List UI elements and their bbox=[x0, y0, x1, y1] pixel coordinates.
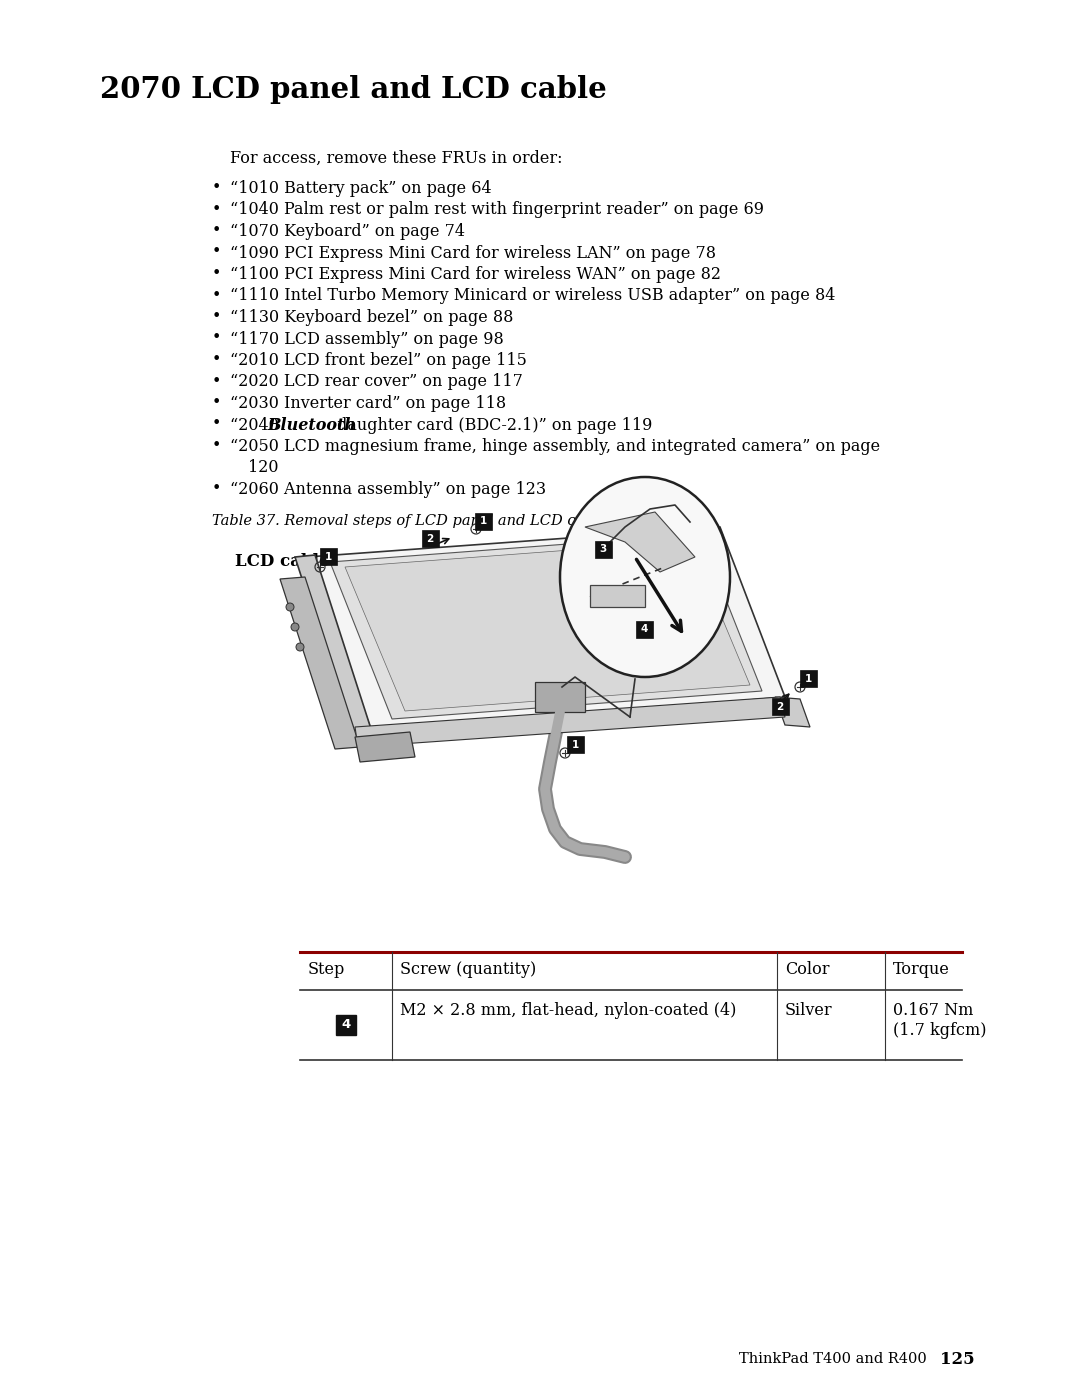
Bar bbox=[475, 513, 492, 529]
Text: Torque: Torque bbox=[893, 961, 950, 978]
Polygon shape bbox=[355, 732, 415, 761]
Text: “2040: “2040 bbox=[230, 416, 284, 433]
Text: •: • bbox=[212, 243, 221, 260]
Text: “2010 LCD front bezel” on page 115: “2010 LCD front bezel” on page 115 bbox=[230, 352, 527, 369]
Bar bbox=[636, 622, 653, 638]
Circle shape bbox=[286, 604, 294, 610]
Text: daughter card (BDC-2.1)” on page 119: daughter card (BDC-2.1)” on page 119 bbox=[332, 416, 652, 433]
Text: •: • bbox=[212, 307, 221, 326]
Bar bbox=[772, 698, 789, 715]
Text: 2: 2 bbox=[427, 534, 434, 543]
Bar bbox=[535, 682, 585, 712]
Polygon shape bbox=[295, 555, 372, 733]
Text: •: • bbox=[212, 373, 221, 390]
Text: (1.7 kgfcm): (1.7 kgfcm) bbox=[893, 1023, 986, 1039]
Polygon shape bbox=[330, 534, 762, 719]
Bar bbox=[590, 585, 645, 608]
Polygon shape bbox=[345, 541, 750, 711]
Text: “1110 Intel Turbo Memory Minicard or wireless USB adapter” on page 84: “1110 Intel Turbo Memory Minicard or wir… bbox=[230, 288, 835, 305]
Text: Bluetooth: Bluetooth bbox=[267, 416, 356, 433]
Text: •: • bbox=[212, 351, 221, 367]
Circle shape bbox=[296, 643, 303, 651]
Text: “1100 PCI Express Mini Card for wireless WAN” on page 82: “1100 PCI Express Mini Card for wireless… bbox=[230, 265, 721, 284]
Text: “2030 Inverter card” on page 118: “2030 Inverter card” on page 118 bbox=[230, 395, 507, 412]
Text: 1: 1 bbox=[324, 552, 332, 562]
Bar bbox=[422, 529, 438, 548]
Bar bbox=[336, 1016, 356, 1035]
Text: 4: 4 bbox=[341, 1018, 351, 1031]
Text: 125: 125 bbox=[941, 1351, 975, 1368]
Polygon shape bbox=[307, 527, 785, 732]
Text: Table 37. Removal steps of LCD panel and LCD cable: Table 37. Removal steps of LCD panel and… bbox=[212, 514, 607, 528]
Text: Step: Step bbox=[308, 961, 346, 978]
Text: 3: 3 bbox=[599, 545, 607, 555]
Text: 120: 120 bbox=[248, 460, 279, 476]
Text: •: • bbox=[212, 286, 221, 303]
Text: •: • bbox=[212, 481, 221, 497]
Bar bbox=[320, 548, 337, 564]
Text: “2050 LCD magnesium frame, hinge assembly, and integrated camera” on page: “2050 LCD magnesium frame, hinge assembl… bbox=[230, 439, 880, 455]
Bar bbox=[567, 736, 584, 753]
Text: 2070 LCD panel and LCD cable: 2070 LCD panel and LCD cable bbox=[100, 75, 607, 103]
Text: ThinkPad T400 and R400: ThinkPad T400 and R400 bbox=[739, 1352, 927, 1366]
Text: For access, remove these FRUs in order:: For access, remove these FRUs in order: bbox=[230, 149, 563, 168]
Text: “1130 Keyboard bezel” on page 88: “1130 Keyboard bezel” on page 88 bbox=[230, 309, 513, 326]
Text: •: • bbox=[212, 394, 221, 411]
Polygon shape bbox=[280, 577, 360, 749]
Polygon shape bbox=[775, 697, 810, 726]
Text: •: • bbox=[212, 222, 221, 239]
Text: 2: 2 bbox=[777, 701, 784, 711]
Text: 4: 4 bbox=[640, 624, 648, 634]
Text: “2020 LCD rear cover” on page 117: “2020 LCD rear cover” on page 117 bbox=[230, 373, 523, 391]
Text: 0.167 Nm: 0.167 Nm bbox=[893, 1002, 973, 1018]
Text: •: • bbox=[212, 437, 221, 454]
Text: •: • bbox=[212, 330, 221, 346]
Polygon shape bbox=[355, 697, 785, 747]
Circle shape bbox=[291, 623, 299, 631]
Text: “1090 PCI Express Mini Card for wireless LAN” on page 78: “1090 PCI Express Mini Card for wireless… bbox=[230, 244, 716, 261]
Bar bbox=[595, 541, 612, 557]
Text: •: • bbox=[212, 415, 221, 433]
Text: “1070 Keyboard” on page 74: “1070 Keyboard” on page 74 bbox=[230, 224, 465, 240]
Text: •: • bbox=[212, 201, 221, 218]
Text: Silver: Silver bbox=[785, 1002, 833, 1018]
Text: Screw (quantity): Screw (quantity) bbox=[400, 961, 537, 978]
Text: •: • bbox=[212, 265, 221, 282]
Text: 1: 1 bbox=[480, 517, 487, 527]
Text: “2060 Antenna assembly” on page 123: “2060 Antenna assembly” on page 123 bbox=[230, 481, 546, 497]
Text: Color: Color bbox=[785, 961, 829, 978]
Text: “1170 LCD assembly” on page 98: “1170 LCD assembly” on page 98 bbox=[230, 331, 503, 348]
Bar bbox=[800, 671, 816, 687]
Text: •: • bbox=[212, 179, 221, 196]
Text: “1040 Palm rest or palm rest with fingerprint reader” on page 69: “1040 Palm rest or palm rest with finger… bbox=[230, 201, 764, 218]
Polygon shape bbox=[585, 511, 696, 571]
Text: 1: 1 bbox=[571, 739, 579, 750]
Text: “1010 Battery pack” on page 64: “1010 Battery pack” on page 64 bbox=[230, 180, 491, 197]
Text: M2 × 2.8 mm, flat-head, nylon-coated (4): M2 × 2.8 mm, flat-head, nylon-coated (4) bbox=[400, 1002, 737, 1018]
Text: LCD cable:: LCD cable: bbox=[235, 552, 336, 570]
Ellipse shape bbox=[561, 476, 730, 678]
Text: 1: 1 bbox=[805, 673, 812, 683]
